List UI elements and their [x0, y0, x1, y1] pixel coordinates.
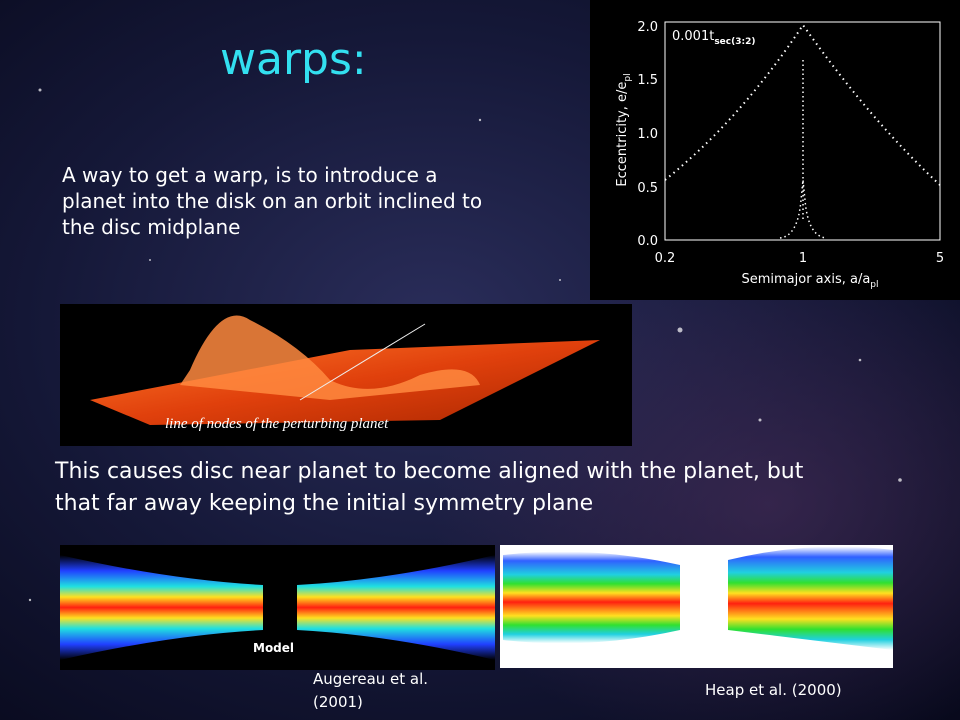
- credit: Heap et al. (2000): [705, 681, 842, 699]
- x-tick-label: 1: [799, 251, 807, 266]
- paragraph-2: This causes disc near planet to become a…: [54, 459, 804, 516]
- label-sub: pl: [870, 280, 878, 290]
- label-sub: pl: [623, 73, 633, 81]
- x-axis-label: Semimajor axis, a/apl: [741, 272, 878, 290]
- warp-bump: [180, 315, 480, 400]
- x-tick-labels: 0.2 1 5: [655, 251, 944, 266]
- y-tick-label: 1.0: [637, 127, 658, 142]
- disc-image: line of nodes of the perturbing planet: [60, 304, 632, 446]
- text-line: the disc midplane: [62, 215, 240, 239]
- disc-left: [503, 551, 680, 644]
- credit: Augereau et al.: [313, 670, 428, 688]
- y-tick-label: 1.5: [637, 73, 658, 88]
- hst-image: HST image of β Pic: [500, 545, 893, 668]
- credit: (2001): [313, 693, 363, 711]
- plot-frame: [664, 21, 941, 241]
- y-tick-label: 0.5: [637, 181, 658, 196]
- y-tick-label: 0.0: [637, 234, 658, 249]
- x-tick-label: 5: [936, 251, 944, 266]
- text-line: planet into the disk on an orbit incline…: [62, 189, 482, 213]
- disc-surface: [90, 340, 600, 425]
- model-image: Model: [60, 545, 495, 670]
- label-text: Semimajor axis, a/a: [741, 272, 870, 287]
- curve: [664, 23, 941, 186]
- paragraph-1: A way to get a warp, is to introduce a p…: [62, 163, 482, 239]
- slide-title: warps:: [220, 34, 367, 85]
- disc-right: [297, 555, 495, 660]
- y-axis-label: Eccentricity, e/epl: [615, 73, 633, 186]
- text-line: that far away keeping the initial symmet…: [55, 491, 593, 516]
- x-tick-label: 0.2: [655, 251, 676, 266]
- disc-right: [728, 546, 893, 650]
- eccentricity-plot: 0.001tsec(3:2) 0.0 0.5 1.0 1.5 2.0 0.2 1…: [590, 0, 960, 300]
- image-caption: line of nodes of the perturbing planet: [165, 416, 389, 432]
- plot-annotation: 0.001tsec(3:2): [672, 29, 755, 47]
- annotation-text: 0.001t: [672, 29, 714, 44]
- plot-background: [590, 0, 960, 300]
- line-of-nodes: [299, 323, 426, 401]
- credits: Augereau et al. (2001) Heap et al. (2000…: [313, 670, 842, 711]
- stars: [28, 88, 902, 602]
- text-line: A way to get a warp, is to introduce a: [62, 163, 438, 187]
- label-text: Eccentricity, e/e: [615, 82, 630, 187]
- spike: [779, 60, 827, 239]
- annotation-sub: sec(3:2): [714, 37, 755, 47]
- image-label: Model: [253, 641, 294, 655]
- image-label: HST image of β Pic: [652, 642, 800, 658]
- text-line: This causes disc near planet to become a…: [54, 459, 804, 484]
- y-tick-labels: 0.0 0.5 1.0 1.5 2.0: [637, 20, 658, 249]
- y-tick-label: 2.0: [637, 20, 658, 35]
- disc-left: [60, 555, 263, 660]
